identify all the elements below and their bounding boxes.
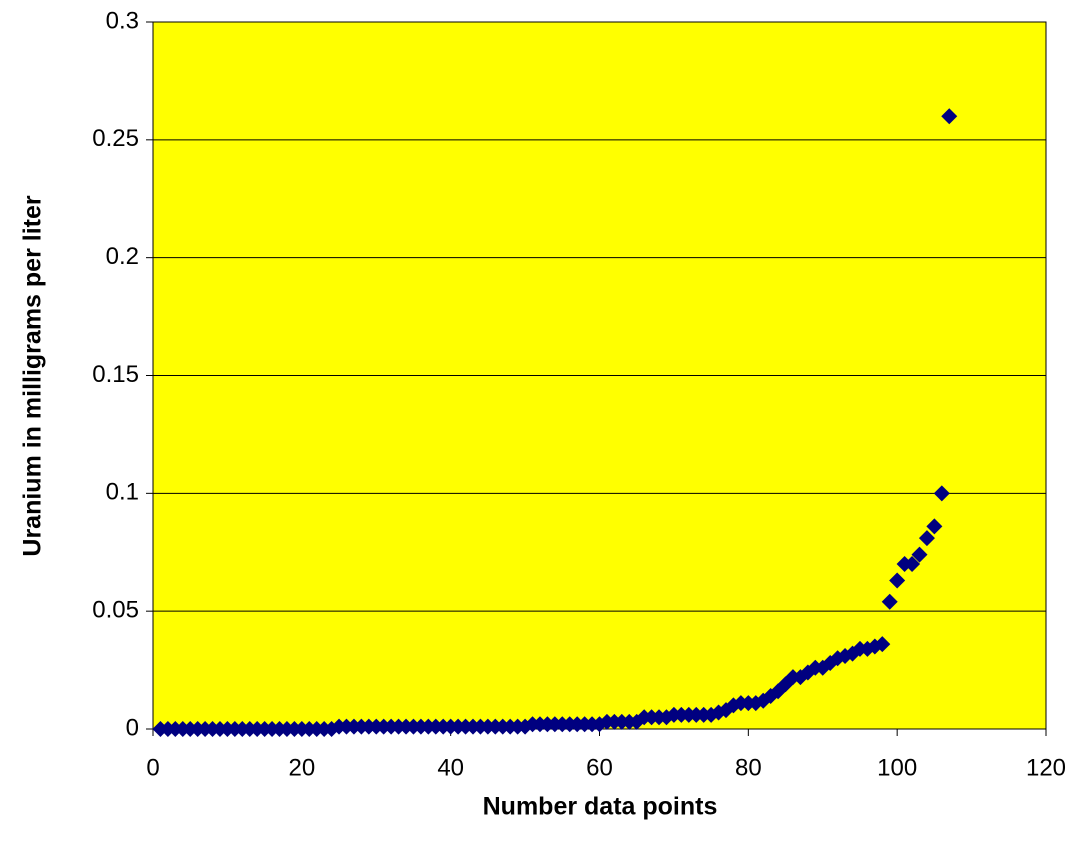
- y-tick-label: 0.15: [92, 361, 139, 388]
- point: [874, 636, 891, 653]
- y-axis-title: Uranium in milligrams per liter: [19, 195, 47, 556]
- x-tick-label: 120: [1026, 754, 1066, 781]
- x-tick-label: 0: [146, 754, 159, 781]
- x-tick-label: 60: [586, 754, 613, 781]
- y-tick-label: 0.25: [92, 125, 139, 152]
- point: [911, 546, 928, 563]
- y-tick-label: 0: [126, 714, 139, 741]
- y-tick-label: 0.2: [106, 243, 139, 270]
- y-tick-label: 0.3: [106, 7, 139, 34]
- x-axis-title: Number data points: [483, 793, 718, 821]
- x-tick-label: 40: [437, 754, 464, 781]
- x-tick-label: 80: [735, 754, 762, 781]
- x-tick-label: 100: [877, 754, 917, 781]
- x-tick-label: 20: [288, 754, 315, 781]
- point: [889, 572, 906, 589]
- point: [904, 556, 921, 573]
- y-tick-label: 0.1: [106, 479, 139, 506]
- point: [926, 518, 943, 535]
- y-tick-label: 0.05: [92, 597, 139, 624]
- point: [933, 485, 950, 502]
- point: [918, 530, 935, 547]
- point: [881, 593, 898, 610]
- point: [941, 108, 958, 125]
